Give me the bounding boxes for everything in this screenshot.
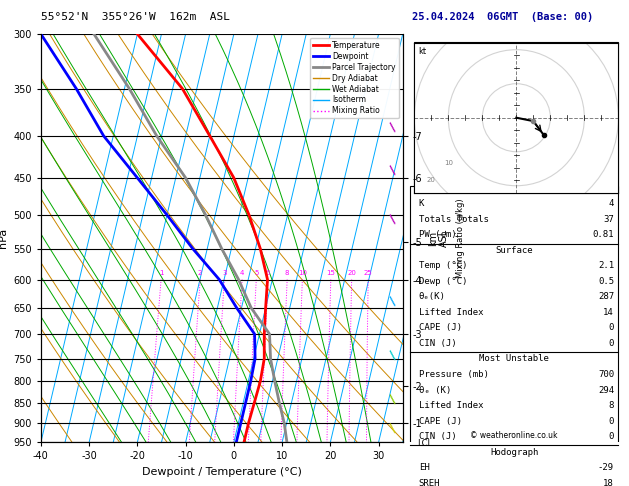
Text: /: / (387, 164, 399, 176)
Text: 700: 700 (598, 370, 614, 379)
Text: 0: 0 (609, 339, 614, 348)
Text: 0: 0 (609, 432, 614, 441)
Legend: Temperature, Dewpoint, Parcel Trajectory, Dry Adiabat, Wet Adiabat, Isotherm, Mi: Temperature, Dewpoint, Parcel Trajectory… (310, 38, 399, 119)
Text: θₑ(K): θₑ(K) (419, 293, 445, 301)
Text: © weatheronline.co.uk: © weatheronline.co.uk (470, 431, 558, 440)
X-axis label: Dewpoint / Temperature (°C): Dewpoint / Temperature (°C) (142, 467, 302, 477)
Text: PW (cm): PW (cm) (419, 230, 456, 240)
Text: SREH: SREH (419, 479, 440, 486)
Text: 2: 2 (198, 270, 203, 276)
Text: K: K (419, 199, 424, 208)
Text: Surface: Surface (496, 246, 533, 255)
Bar (410, 186, 618, 486)
Text: Temp (°C): Temp (°C) (419, 261, 467, 270)
Text: 8: 8 (285, 270, 289, 276)
Text: /: / (387, 392, 399, 405)
Text: Lifted Index: Lifted Index (419, 308, 483, 317)
Y-axis label: km
ASL: km ASL (428, 229, 449, 247)
Text: LCL: LCL (417, 438, 432, 448)
Text: 10: 10 (298, 270, 307, 276)
Y-axis label: hPa: hPa (0, 228, 8, 248)
Text: CIN (J): CIN (J) (419, 432, 456, 441)
Text: 0.81: 0.81 (593, 230, 614, 240)
Text: 6: 6 (266, 270, 270, 276)
Text: 20: 20 (347, 270, 356, 276)
Text: 0: 0 (609, 324, 614, 332)
Text: 14: 14 (603, 308, 614, 317)
Text: CIN (J): CIN (J) (419, 339, 456, 348)
Text: 0: 0 (609, 417, 614, 426)
Text: EH: EH (419, 463, 430, 472)
Text: 4: 4 (609, 199, 614, 208)
Text: /: / (387, 295, 399, 308)
Text: 25.04.2024  06GMT  (Base: 00): 25.04.2024 06GMT (Base: 00) (412, 12, 593, 22)
Text: Pressure (mb): Pressure (mb) (419, 370, 489, 379)
Text: 55°52'N  355°26'W  162m  ASL: 55°52'N 355°26'W 162m ASL (41, 12, 230, 22)
Text: /: / (387, 421, 399, 434)
Text: 5: 5 (254, 270, 259, 276)
Text: 4: 4 (240, 270, 244, 276)
Text: 3: 3 (222, 270, 226, 276)
Text: 1: 1 (159, 270, 164, 276)
Text: CAPE (J): CAPE (J) (419, 324, 462, 332)
Text: Lifted Index: Lifted Index (419, 401, 483, 410)
Text: Totals Totals: Totals Totals (419, 215, 489, 224)
Text: 0.5: 0.5 (598, 277, 614, 286)
Text: 2.1: 2.1 (598, 261, 614, 270)
Text: 294: 294 (598, 385, 614, 395)
Text: 8: 8 (609, 401, 614, 410)
Text: Dewp (°C): Dewp (°C) (419, 277, 467, 286)
Text: -29: -29 (598, 463, 614, 472)
Text: /: / (387, 120, 399, 133)
Text: Hodograph: Hodograph (490, 448, 538, 456)
Text: 15: 15 (326, 270, 335, 276)
Text: /: / (387, 212, 399, 225)
Text: 25: 25 (364, 270, 372, 276)
Text: CAPE (J): CAPE (J) (419, 417, 462, 426)
Text: /: / (387, 348, 399, 361)
Text: 37: 37 (603, 215, 614, 224)
Text: Mixing Ratio (g/kg): Mixing Ratio (g/kg) (456, 198, 465, 278)
Text: θₑ (K): θₑ (K) (419, 385, 451, 395)
Text: 287: 287 (598, 293, 614, 301)
Text: Most Unstable: Most Unstable (479, 354, 549, 364)
Text: 18: 18 (603, 479, 614, 486)
Bar (415, 42, 618, 193)
